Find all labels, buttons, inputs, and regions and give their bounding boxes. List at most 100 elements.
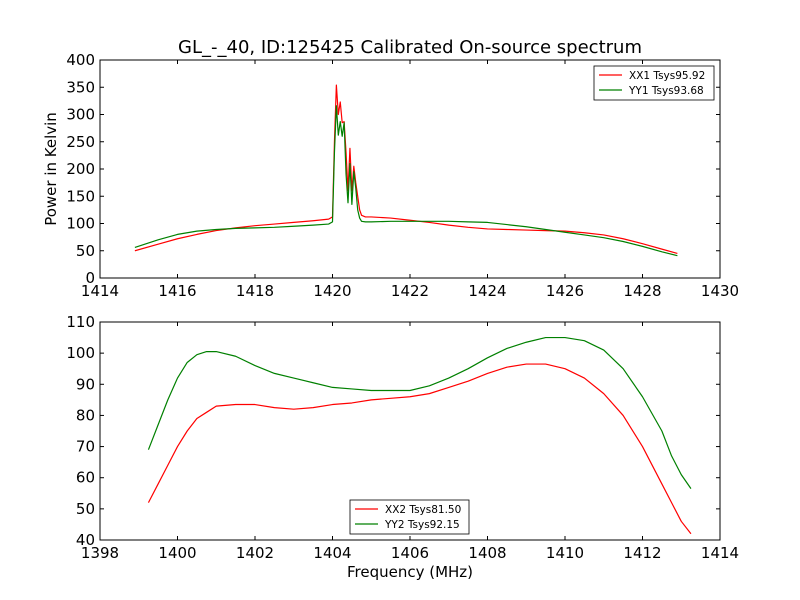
data-point bbox=[254, 227, 255, 228]
data-point bbox=[359, 209, 360, 210]
data-point bbox=[334, 152, 335, 153]
data-point bbox=[545, 337, 546, 338]
legend: XX1 Tsys95.92 YY1 Tsys93.68 bbox=[593, 65, 715, 101]
y-tick-label: 90 bbox=[76, 375, 95, 393]
legend-label: YY1 Tsys93.68 bbox=[628, 85, 704, 97]
legend-box bbox=[593, 65, 715, 101]
data-point bbox=[353, 166, 354, 167]
x-tick-label: 1424 bbox=[468, 282, 506, 300]
x-tick-label: 1422 bbox=[391, 282, 429, 300]
data-point bbox=[623, 368, 624, 369]
y-tick-label: 50 bbox=[76, 242, 95, 260]
data-point bbox=[206, 351, 207, 352]
data-point bbox=[506, 348, 507, 349]
data-point bbox=[690, 488, 691, 489]
data-point bbox=[158, 244, 159, 245]
data-point bbox=[468, 227, 469, 228]
data-point bbox=[254, 225, 255, 226]
data-point bbox=[371, 221, 372, 222]
data-point bbox=[681, 474, 682, 475]
data-point bbox=[448, 377, 449, 378]
y-tick-label: 300 bbox=[66, 106, 95, 124]
data-point bbox=[196, 234, 197, 235]
x-tick-label: 1414 bbox=[701, 544, 739, 562]
y-tick-label: 40 bbox=[76, 531, 95, 549]
series-line-yy2 bbox=[147, 336, 692, 489]
data-point bbox=[313, 407, 314, 408]
data-point bbox=[177, 377, 178, 378]
x-tick-label: 1400 bbox=[158, 544, 196, 562]
data-point bbox=[313, 382, 314, 383]
data-point bbox=[642, 396, 643, 397]
data-point bbox=[167, 399, 168, 400]
data-point bbox=[313, 225, 314, 226]
data-point bbox=[357, 209, 358, 210]
data-point bbox=[468, 368, 469, 369]
data-point bbox=[671, 455, 672, 456]
data-point bbox=[409, 220, 410, 221]
data-point bbox=[661, 251, 662, 252]
y-tick-label: 250 bbox=[66, 133, 95, 151]
data-point bbox=[371, 216, 372, 217]
x-tick-label: 1398 bbox=[81, 544, 119, 562]
data-point bbox=[448, 387, 449, 388]
data-point bbox=[293, 377, 294, 378]
data-point bbox=[134, 250, 135, 251]
data-point bbox=[564, 232, 565, 233]
data-point bbox=[448, 225, 449, 226]
data-point bbox=[158, 483, 159, 484]
data-point bbox=[216, 405, 217, 406]
data-point bbox=[361, 221, 362, 222]
data-point bbox=[349, 163, 350, 164]
data-point bbox=[603, 393, 604, 394]
data-point bbox=[623, 415, 624, 416]
series-line-yy1 bbox=[134, 105, 678, 257]
x-axis-label: Frequency (MHz) bbox=[347, 563, 473, 581]
data-point bbox=[487, 373, 488, 374]
data-point bbox=[206, 412, 207, 413]
data-point bbox=[332, 404, 333, 405]
data-point bbox=[584, 340, 585, 341]
data-point bbox=[409, 390, 410, 391]
data-point bbox=[487, 222, 488, 223]
data-point bbox=[353, 171, 354, 172]
bottom-panel: 1398 1400 1402 1404 1406 1408 1410 1412 1414 40 50… bbox=[66, 313, 739, 581]
data-point bbox=[216, 230, 217, 231]
x-tick-label: 1426 bbox=[546, 282, 584, 300]
data-point bbox=[603, 349, 604, 350]
data-point bbox=[365, 221, 366, 222]
legend-box bbox=[349, 499, 470, 535]
x-tick-label: 1428 bbox=[623, 282, 661, 300]
data-point bbox=[661, 249, 662, 250]
data-point bbox=[564, 368, 565, 369]
data-point bbox=[336, 84, 337, 85]
data-point bbox=[429, 385, 430, 386]
x-tick-label: 1406 bbox=[391, 544, 429, 562]
data-point bbox=[661, 483, 662, 484]
x-tick-label: 1412 bbox=[623, 544, 661, 562]
data-point bbox=[187, 430, 188, 431]
data-point bbox=[216, 351, 217, 352]
data-point bbox=[545, 229, 546, 230]
data-point bbox=[355, 187, 356, 188]
data-point bbox=[487, 228, 488, 229]
data-point bbox=[328, 219, 329, 220]
data-point bbox=[448, 221, 449, 222]
data-point bbox=[347, 202, 348, 203]
x-tick-label: 1416 bbox=[158, 282, 196, 300]
data-point bbox=[526, 363, 527, 364]
data-point bbox=[409, 221, 410, 222]
data-point bbox=[254, 404, 255, 405]
y-tick-label: 400 bbox=[66, 51, 95, 69]
data-point bbox=[167, 465, 168, 466]
x-tick-label: 1430 bbox=[701, 282, 739, 300]
x-tick-label: 1410 bbox=[546, 544, 584, 562]
data-point bbox=[365, 216, 366, 217]
data-point bbox=[564, 231, 565, 232]
data-point bbox=[313, 220, 314, 221]
y-tick-label: 110 bbox=[66, 313, 95, 331]
data-point bbox=[274, 223, 275, 224]
data-point bbox=[429, 222, 430, 223]
series-line-xx1 bbox=[134, 84, 678, 255]
